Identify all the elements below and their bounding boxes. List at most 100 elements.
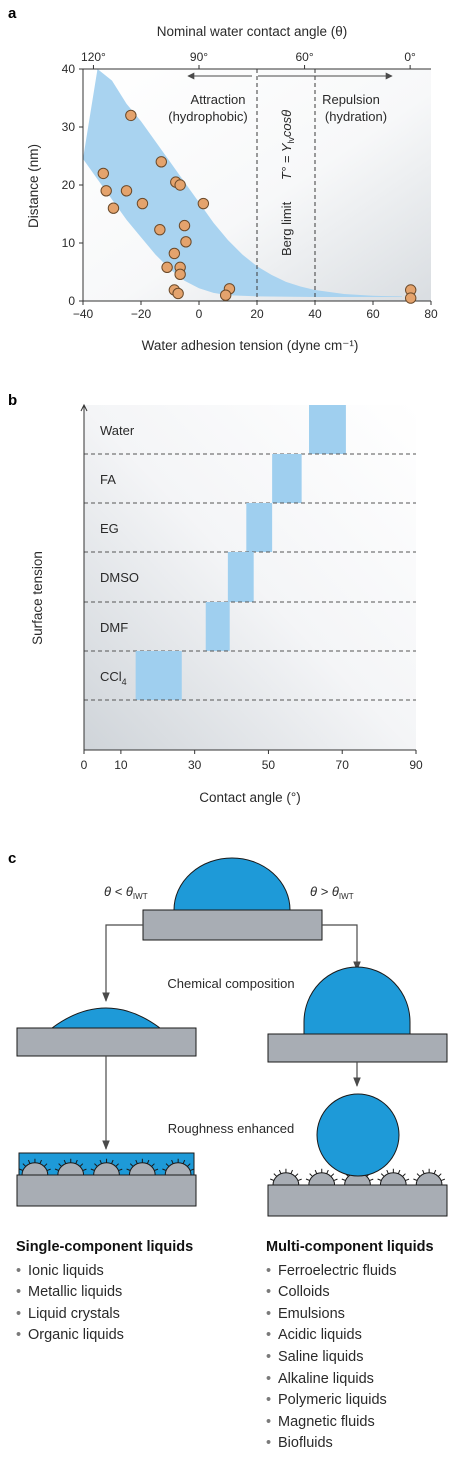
nanospike <box>294 1173 299 1177</box>
liquid-label: FA <box>100 472 116 487</box>
list-item: Alkaline liquids <box>266 1369 456 1391</box>
nanospike <box>54 1168 59 1171</box>
nanospike <box>309 1173 313 1177</box>
right-branch-arrow <box>322 924 361 971</box>
nanospike <box>402 1173 406 1177</box>
top-droplet <box>173 857 291 911</box>
right-condition-label: θ > θIWT <box>310 884 354 901</box>
plot-b: Water FA EG DMSO DMF CCl4 0 10 30 50 70 90 <box>80 403 423 772</box>
x-tick-label: 20 <box>250 307 264 321</box>
nanospike <box>182 1159 186 1164</box>
x-tick-label: −40 <box>73 307 94 321</box>
nanospike <box>433 1169 437 1174</box>
contact-angle-bar <box>205 602 230 651</box>
list-item: Colloids <box>266 1282 456 1304</box>
nanospike <box>111 1159 114 1164</box>
nanospike <box>380 1173 385 1177</box>
nanospike <box>326 1169 329 1174</box>
list-item: Metallic liquids <box>16 1282 236 1304</box>
formula-label: T° = Ylvcosθ <box>279 110 296 180</box>
x-axis-label-b: Contact angle (°) <box>199 790 300 805</box>
nanospike <box>151 1163 155 1167</box>
y-tick-label: 30 <box>62 120 76 134</box>
roughness-bump <box>308 1172 336 1186</box>
list-item: Emulsions <box>266 1304 456 1326</box>
roughness-bump <box>128 1162 156 1176</box>
data-point <box>219 289 232 301</box>
x-axis-label-a: Water adhesion tension (dyne cm⁻¹) <box>142 338 359 353</box>
nanospike <box>377 1178 382 1181</box>
rough-substrate <box>16 1174 197 1207</box>
right-substrate <box>267 1033 448 1063</box>
nanospike <box>90 1168 95 1171</box>
nanospike <box>82 1168 87 1172</box>
nanospike <box>290 1169 293 1174</box>
nanospike <box>162 1168 167 1171</box>
data-point <box>197 197 210 210</box>
x-tick-label: 90 <box>409 758 423 772</box>
single-component-title: Single-component liquids <box>16 1239 194 1255</box>
nanospike <box>440 1178 446 1182</box>
nanospike <box>416 1173 421 1177</box>
list-item: Ferroelectric fluids <box>266 1261 456 1283</box>
panel-b-letter: b <box>8 392 17 409</box>
repulsion-sub-label: (hydration) <box>325 109 387 124</box>
nanospike <box>129 1163 134 1167</box>
repulsion-label: Repulsion <box>322 92 380 107</box>
roughness-enhanced-label: Roughness enhanced <box>168 1121 295 1136</box>
right-droplet <box>303 966 411 1035</box>
panel-c-letter: c <box>8 850 16 867</box>
liquid-label: EG <box>100 521 119 536</box>
nanospike <box>126 1168 131 1171</box>
data-point <box>100 185 112 197</box>
attraction-label: Attraction <box>191 92 246 107</box>
roughness-bump <box>21 1162 49 1176</box>
data-point <box>174 179 186 191</box>
nanospike <box>305 1178 310 1181</box>
nanospike <box>330 1173 335 1177</box>
single-component-list: Single-component liquids Ionic liquidsMe… <box>16 1237 236 1347</box>
nanospike <box>75 1159 78 1164</box>
contact-angle-bar <box>309 405 346 454</box>
x-tick-label: 60 <box>366 307 380 321</box>
nanospike <box>297 1178 302 1182</box>
roughness-bump <box>379 1172 407 1186</box>
nanospike <box>46 1168 51 1172</box>
y-tick-label: 0 <box>68 294 75 308</box>
y-tick-label: 40 <box>62 62 76 76</box>
chemical-composition-label: Chemical composition <box>167 976 294 991</box>
roughness-bump <box>93 1162 120 1176</box>
liquid-label: DMSO <box>100 570 139 585</box>
list-item: Saline liquids <box>266 1347 456 1369</box>
x-tick-label: −20 <box>131 307 152 321</box>
nanospike <box>27 1159 31 1164</box>
rough-substrate <box>267 1184 448 1217</box>
data-point <box>180 236 192 248</box>
contact-angle-bar <box>246 503 273 552</box>
y-tick-label: 20 <box>62 178 76 192</box>
multi-component-list: Multi-component liquids Ferroelectric fl… <box>266 1237 456 1455</box>
nanospike <box>341 1178 346 1181</box>
nanospike <box>438 1173 442 1177</box>
nanospike <box>270 1178 275 1181</box>
list-item: Magnetic fluids <box>266 1412 456 1434</box>
data-point <box>136 197 149 210</box>
list-item: Liquid crystals <box>16 1304 236 1326</box>
nanospike <box>422 1169 425 1174</box>
roughness-bump <box>164 1162 192 1176</box>
nanospike <box>154 1168 159 1172</box>
left-condition-label: θ < θIWT <box>104 884 148 901</box>
data-point <box>120 185 133 197</box>
x-tick-label: 40 <box>308 307 322 321</box>
nanospike <box>369 1178 374 1182</box>
x-tick-label: 10 <box>114 758 128 772</box>
plot-a: −40 −20 0 20 40 60 80 0 10 20 30 40 120° 90° 60° 0° <box>62 50 438 321</box>
x-tick-label: 70 <box>336 758 350 772</box>
nanospike <box>189 1168 195 1172</box>
attraction-sub-label: (hydrophobic) <box>168 109 248 124</box>
roughness-bump <box>272 1172 300 1186</box>
contact-angle-bar <box>272 454 302 503</box>
data-point <box>168 247 181 260</box>
rough-surface-right <box>267 1168 448 1217</box>
